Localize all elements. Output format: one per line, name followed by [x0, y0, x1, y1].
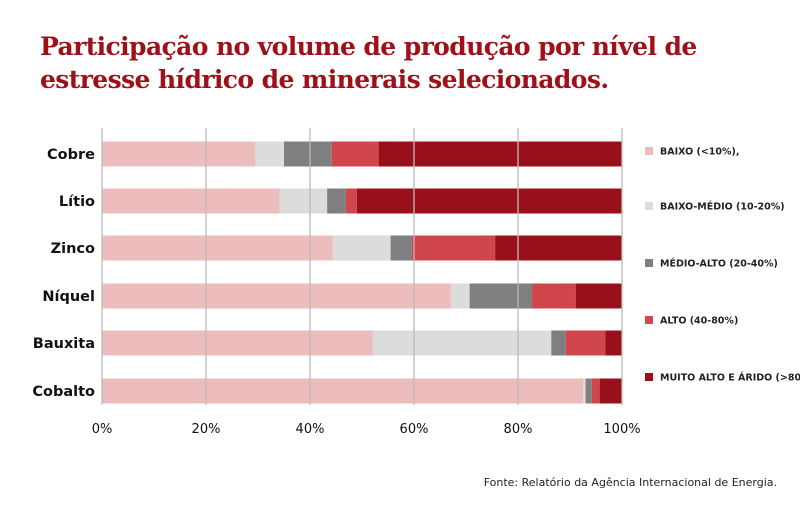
x-tick-label: 40% — [296, 422, 325, 437]
bar-segment — [450, 283, 470, 309]
legend-label: MUITO ALTO E ÁRIDO (>80%) — [660, 372, 800, 384]
bar-segment — [585, 378, 592, 404]
legend-label: MÉDIO-ALTO (20-40%) — [660, 258, 778, 270]
category-label: Cobre — [47, 147, 95, 163]
bar-segment — [255, 141, 284, 167]
source-note: Fonte: Relatório da Agência Internaciona… — [483, 476, 777, 489]
bar-segment — [279, 188, 328, 214]
x-tick-label: 100% — [603, 422, 640, 437]
bar-segment — [332, 235, 391, 261]
bar-segment — [378, 141, 622, 167]
bar-segment — [102, 378, 583, 404]
legend-label: BAIXO (<10%), — [660, 147, 740, 158]
bar-segment — [411, 235, 496, 261]
bar-segment — [102, 188, 280, 214]
category-label: Cobalto — [32, 384, 95, 400]
x-tick-label: 60% — [400, 422, 429, 437]
bar-segment — [284, 141, 332, 167]
bar-segment — [599, 378, 622, 404]
bar-segment — [345, 188, 357, 214]
bar-segment — [102, 283, 451, 309]
category-label: Zinco — [51, 241, 95, 257]
bar-segment — [575, 283, 622, 309]
bar-segment — [390, 235, 412, 261]
bar-segment — [372, 330, 552, 356]
category-label: Lítio — [59, 194, 95, 210]
legend-swatch — [645, 373, 653, 381]
bar-segment — [102, 330, 373, 356]
bar-segment — [469, 283, 533, 309]
bar-segment — [327, 188, 346, 214]
legend-swatch — [645, 147, 653, 155]
category-label: Bauxita — [33, 336, 95, 352]
bar-segment — [495, 235, 622, 261]
bar-segment — [102, 235, 333, 261]
bar-segment — [356, 188, 622, 214]
legend-label: BAIXO-MÉDIO (10-20%) — [660, 201, 785, 213]
bar-segment — [605, 330, 622, 356]
bar-segment — [565, 330, 606, 356]
legend-swatch — [645, 316, 653, 324]
chart-title: Participação no volume de produção por n… — [40, 32, 697, 94]
legend-swatch — [645, 202, 653, 210]
x-tick-label: 80% — [504, 422, 533, 437]
legend-swatch — [645, 259, 653, 267]
category-label: Níquel — [42, 289, 95, 305]
x-tick-label: 20% — [192, 422, 221, 437]
x-tick-label: 0% — [92, 422, 113, 437]
bar-segment — [591, 378, 600, 404]
bar-segment — [102, 141, 256, 167]
bar-segment — [583, 378, 586, 404]
bar-segment — [532, 283, 576, 309]
bar-segment — [331, 141, 379, 167]
bar-segment — [551, 330, 566, 356]
legend-label: ALTO (40-80%) — [660, 316, 738, 327]
